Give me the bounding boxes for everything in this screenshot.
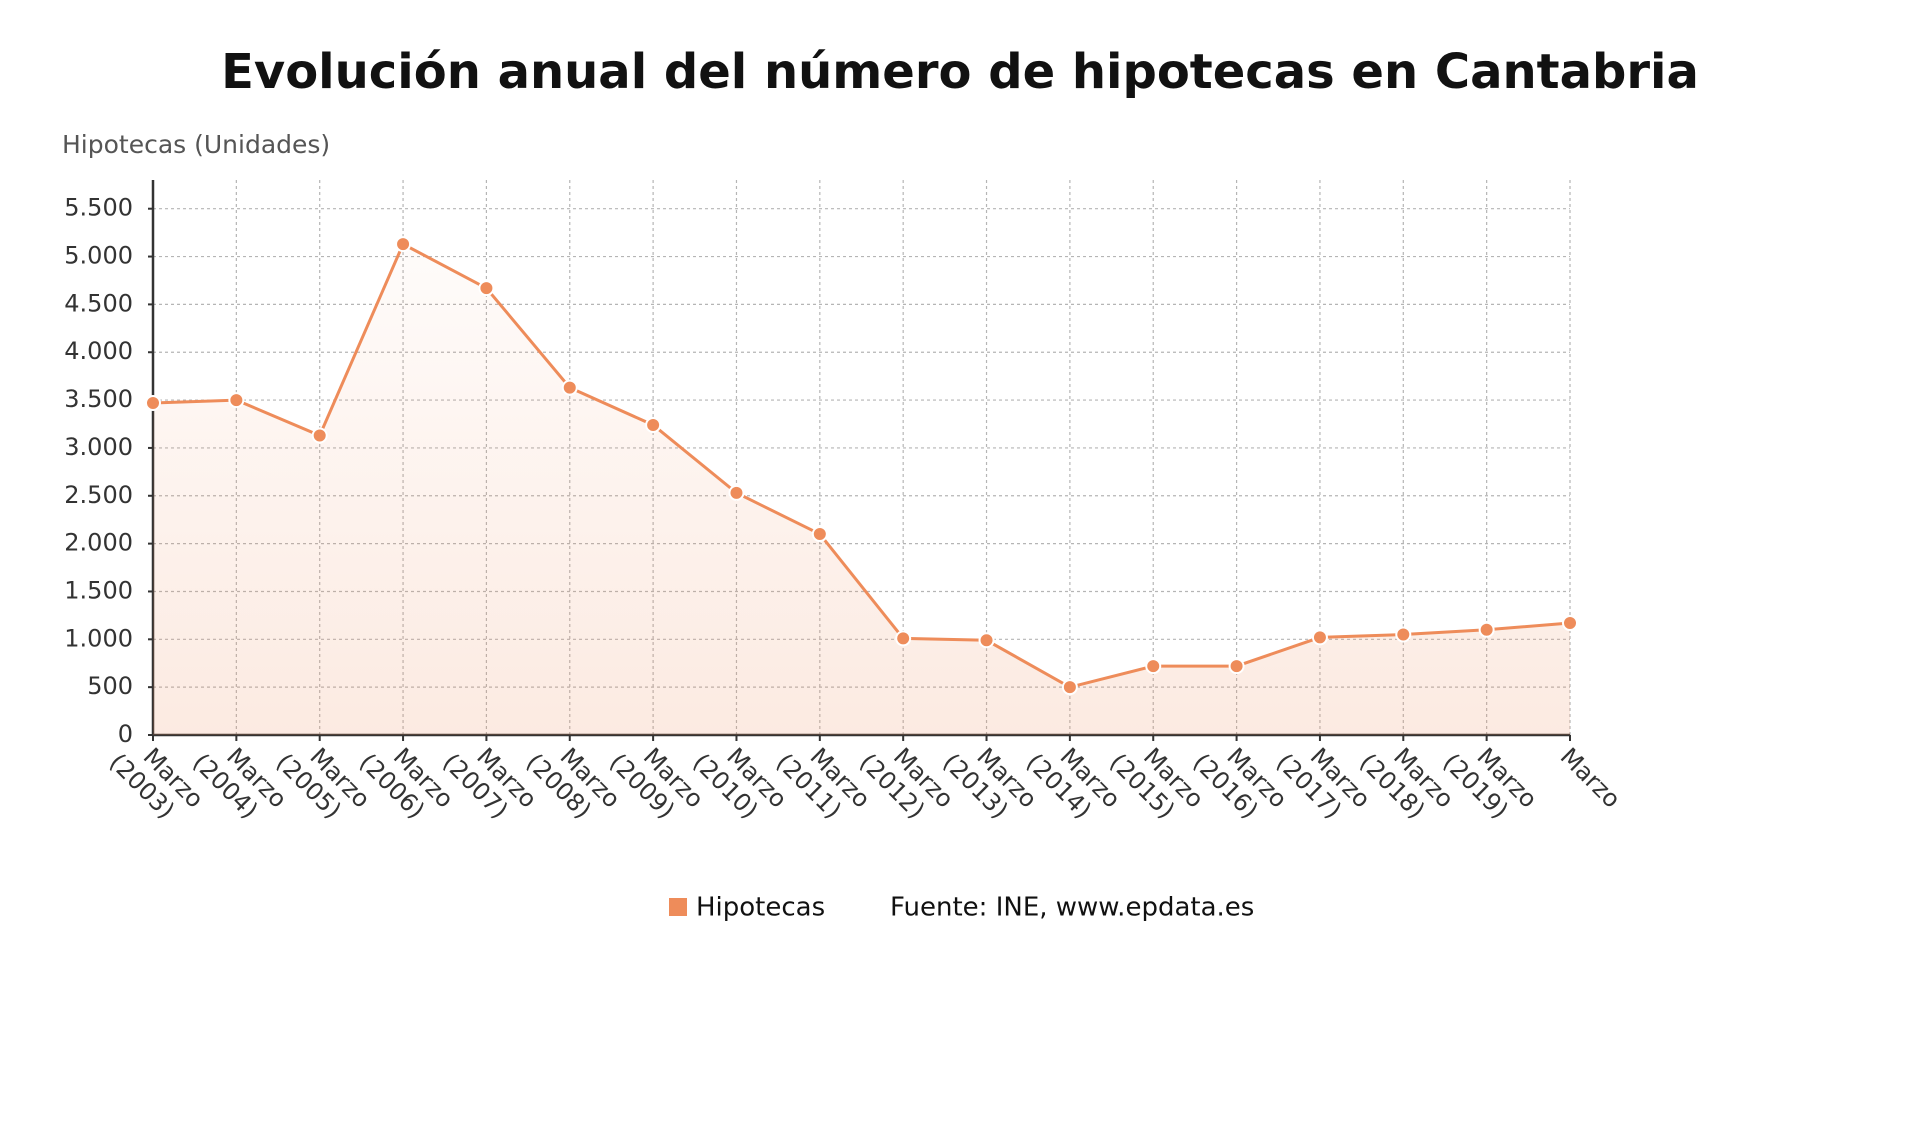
y-tick-label: 3.500 — [64, 385, 133, 413]
y-tick-label: 5.500 — [64, 194, 133, 222]
x-tick-label: Marzo(2009) — [604, 728, 709, 833]
source: Fuente: INE, www.epdata.es — [890, 893, 1254, 923]
legend-label: Hipotecas — [696, 893, 825, 923]
y-tick-label: 1.500 — [64, 576, 133, 604]
y-tick-label: 5.000 — [64, 242, 133, 270]
x-tick-label: Marzo(2018) — [1354, 728, 1459, 833]
line — [152, 242, 1571, 689]
chart-title: Evolución anual del número de hipotecas … — [221, 44, 1699, 100]
point — [811, 526, 828, 543]
y-tick-label: 500 — [87, 672, 133, 700]
y-tick-label: 2.500 — [64, 481, 133, 509]
point — [1395, 626, 1412, 643]
y-tick-label: 2.000 — [64, 529, 133, 557]
x-tick-label: Marzo(2005) — [271, 728, 376, 833]
x-tick-label: Marzo(2012) — [854, 728, 959, 833]
x-tick-label: Marzo(2014) — [1021, 728, 1126, 833]
point — [1061, 679, 1078, 696]
point — [895, 630, 912, 647]
x-tick-label: Marzo(2006) — [354, 728, 459, 833]
x-tick-label: Marzo(2011) — [771, 728, 876, 833]
x-tick-label: Marzo(2013) — [937, 728, 1042, 833]
x-tick-label: Marzo(2016) — [1187, 728, 1292, 833]
point — [645, 416, 662, 433]
point — [395, 236, 412, 253]
point — [1311, 629, 1328, 646]
x-tick-label: Marzo(2007) — [437, 728, 542, 833]
point — [978, 632, 995, 649]
x-tick-label: Marzo(2010) — [687, 728, 792, 833]
y-tick-label: 4.000 — [64, 337, 133, 365]
point — [561, 379, 578, 396]
point — [1145, 658, 1162, 675]
point — [1478, 621, 1495, 638]
y-tick-label: 1.000 — [64, 624, 133, 652]
x-tick-label: Marzo(2004) — [187, 728, 292, 833]
point — [228, 392, 245, 409]
point — [1562, 615, 1578, 632]
y-axis-label: Hipotecas (Unidades) — [62, 130, 330, 159]
x-tick-label: Marzo(2015) — [1104, 728, 1209, 833]
x-tick-label: Marzo(2008) — [521, 728, 626, 833]
x-tick-label: Marzo(2019) — [1438, 728, 1543, 833]
area — [153, 244, 1570, 736]
y-tick-label: 0 — [118, 720, 133, 748]
legend-marker — [669, 898, 687, 916]
point — [1228, 658, 1245, 675]
point — [728, 484, 745, 501]
y-tick-label: 4.500 — [64, 289, 133, 317]
x-tick-label: Marzo(2017) — [1271, 728, 1376, 833]
point — [478, 280, 495, 297]
point — [311, 427, 328, 444]
x-tick-label: Marzo — [1555, 742, 1626, 813]
point — [145, 394, 161, 411]
y-tick-label: 3.000 — [64, 433, 133, 461]
